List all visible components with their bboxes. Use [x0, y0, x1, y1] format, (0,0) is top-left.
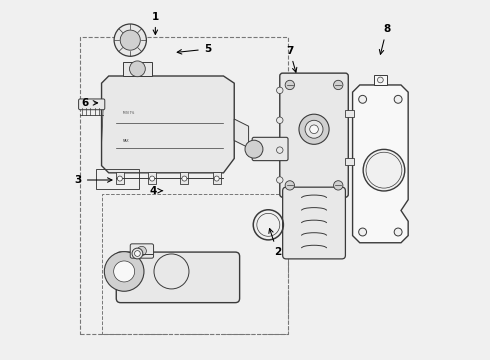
- FancyBboxPatch shape: [116, 252, 240, 303]
- Text: 5: 5: [177, 44, 211, 54]
- FancyBboxPatch shape: [130, 244, 153, 258]
- Circle shape: [334, 181, 343, 190]
- Text: MAX: MAX: [123, 139, 129, 143]
- Text: 3: 3: [74, 175, 112, 185]
- Circle shape: [359, 228, 367, 236]
- Text: 6: 6: [82, 98, 98, 108]
- Circle shape: [299, 114, 329, 144]
- FancyBboxPatch shape: [78, 99, 105, 110]
- Circle shape: [276, 87, 283, 94]
- Polygon shape: [101, 76, 234, 173]
- Bar: [123, 62, 152, 76]
- FancyBboxPatch shape: [252, 137, 288, 161]
- Bar: [345, 110, 354, 117]
- FancyBboxPatch shape: [280, 73, 348, 197]
- Circle shape: [117, 176, 122, 181]
- Circle shape: [363, 149, 405, 191]
- Circle shape: [310, 125, 318, 134]
- Bar: [101, 194, 288, 334]
- Text: MIN 7%: MIN 7%: [123, 111, 134, 114]
- Circle shape: [129, 61, 146, 77]
- Circle shape: [149, 176, 155, 181]
- Circle shape: [276, 147, 283, 153]
- Bar: [213, 172, 220, 184]
- Text: 1: 1: [152, 12, 159, 35]
- Text: 7: 7: [286, 46, 297, 72]
- Text: 2: 2: [269, 229, 281, 257]
- Circle shape: [132, 248, 143, 259]
- Circle shape: [285, 181, 294, 190]
- Bar: [96, 169, 139, 189]
- Circle shape: [245, 140, 263, 158]
- Circle shape: [135, 251, 140, 256]
- Bar: [80, 37, 288, 334]
- Bar: [148, 172, 156, 184]
- Circle shape: [104, 252, 144, 291]
- Circle shape: [285, 80, 294, 90]
- Polygon shape: [353, 85, 408, 243]
- Circle shape: [214, 176, 219, 181]
- Bar: [345, 158, 354, 165]
- Circle shape: [276, 117, 283, 123]
- Circle shape: [114, 261, 135, 282]
- Circle shape: [305, 120, 323, 138]
- Circle shape: [394, 95, 402, 103]
- Circle shape: [276, 177, 283, 183]
- Bar: [116, 172, 124, 184]
- Circle shape: [120, 30, 140, 50]
- Circle shape: [334, 80, 343, 90]
- Bar: [180, 172, 188, 184]
- Circle shape: [377, 77, 383, 83]
- Bar: [374, 75, 387, 85]
- FancyBboxPatch shape: [283, 187, 345, 259]
- Text: 8: 8: [379, 24, 390, 54]
- Circle shape: [137, 246, 147, 256]
- Circle shape: [182, 176, 187, 181]
- Text: 4: 4: [150, 186, 163, 196]
- Circle shape: [114, 24, 147, 56]
- Circle shape: [394, 228, 402, 236]
- Circle shape: [359, 95, 367, 103]
- Polygon shape: [234, 119, 248, 148]
